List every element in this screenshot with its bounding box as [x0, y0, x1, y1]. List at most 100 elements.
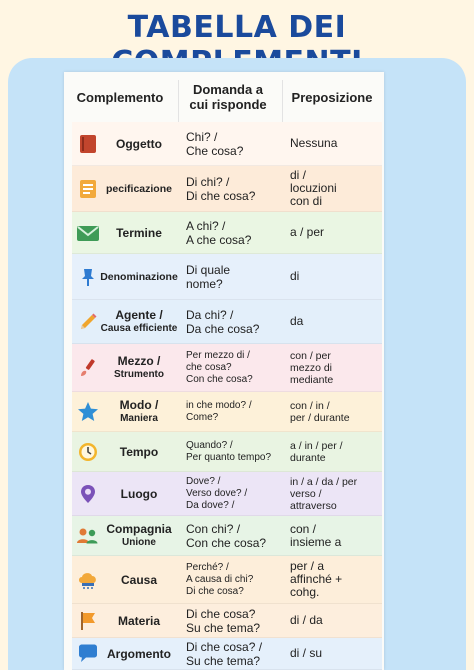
domanda-line: Con che cosa?: [186, 373, 253, 385]
table-row: Argomento Di che cosa? / Su che tema? di / …: [72, 638, 382, 670]
complemento-name: Mezzo / Strumento: [100, 354, 178, 382]
preposizione-cell: con / per mezzo di mediante: [282, 350, 382, 386]
table-row: Luogo Dove? / Verso dove? / Da dove? / in / …: [72, 472, 382, 516]
domanda-cell: Da chi? / Da che cosa?: [178, 308, 282, 336]
preposizione-line: a / per: [290, 225, 325, 239]
complemento-cell: Argomento: [72, 642, 178, 666]
complemento-cell: pecificazione: [72, 177, 178, 201]
table-row: Agente / Causa efficiente Da chi? / Da che …: [72, 300, 382, 344]
complemento-cell: Tempo: [72, 440, 178, 464]
complemento-cell: Luogo: [72, 482, 178, 506]
preposizione-line: per / durante: [290, 411, 350, 424]
paintbrush-icon: [76, 356, 100, 380]
domanda-line: A causa di chi?: [186, 573, 254, 585]
header-domanda: Domanda a cui risponde: [189, 82, 267, 112]
people-icon: [76, 524, 100, 548]
preposizione-line: verso /: [290, 487, 322, 500]
domanda-line: Di chi? /: [186, 174, 230, 189]
preposizione-line: mezzo di: [290, 361, 333, 374]
preposizione-line: affinché +: [290, 572, 343, 586]
preposizione-line: attraverso: [290, 499, 337, 512]
preposizione-line: a / in / per /: [290, 439, 343, 452]
domanda-cell: Di chi? / Di che cosa?: [178, 175, 282, 203]
preposizione-line: insieme a: [290, 534, 342, 549]
complemento-cell: Materia: [72, 609, 178, 633]
complemento-cell: Compagnia Unione: [72, 522, 178, 550]
domanda-line: Per quanto tempo?: [186, 451, 272, 463]
complemento-subname: Unione: [122, 536, 156, 548]
complemento-name: Argomento: [107, 646, 171, 661]
domanda-line: A che cosa?: [186, 232, 252, 247]
domanda-line: Dove? /: [186, 475, 221, 487]
complemento-name: Modo / Maniera: [100, 398, 178, 426]
domanda-line: Da chi? /: [186, 307, 234, 322]
domanda-line: Verso dove? /: [186, 487, 248, 499]
preposizione-line: con / in /: [290, 399, 330, 412]
preposizione-cell: da: [282, 315, 382, 328]
domanda-cell: Quando? / Per quanto tempo?: [178, 440, 282, 464]
preposizione-cell: di / da: [282, 614, 382, 627]
table-row: Termine A chi? / A che cosa? a / per: [72, 212, 382, 254]
table-body: Oggetto Chi? / Che cosa? Nessuna pecificazio…: [72, 122, 382, 670]
preposizione-cell: a / per: [282, 226, 382, 239]
domanda-line: Da dove? /: [186, 499, 235, 511]
preposizione-line: mediante: [290, 373, 334, 386]
domanda-line: Che cosa?: [186, 143, 244, 158]
preposizione-line: da: [290, 314, 304, 328]
domanda-cell: Di che cosa? Su che tema?: [178, 607, 282, 635]
domanda-line: Di che cosa?: [186, 606, 256, 621]
domanda-cell: Chi? / Che cosa?: [178, 130, 282, 158]
preposizione-cell: di: [282, 270, 382, 283]
domanda-line: Di che cosa?: [186, 188, 256, 203]
domanda-line: Su che tema?: [186, 653, 261, 668]
location-icon: [76, 482, 100, 506]
domanda-line: Come?: [186, 411, 219, 423]
complemento-name: Denominazione: [100, 270, 178, 283]
preposizione-line: Nessuna: [290, 136, 338, 150]
complemento-name: Materia: [117, 613, 161, 628]
complemento-name: Termine: [116, 225, 162, 240]
preposizione-line: di: [290, 269, 300, 283]
table-row: Mezzo / Strumento Per mezzo di / che cosa? C…: [72, 344, 382, 392]
domanda-line: Da che cosa?: [186, 321, 260, 336]
domanda-line: Con chi? /: [186, 521, 241, 536]
domanda-line: Con che cosa?: [186, 535, 267, 550]
table-row: Denominazione Di quale nome? di: [72, 254, 382, 300]
domanda-line: Su che tema?: [186, 620, 261, 635]
table-row: Modo / Maniera in che modo? / Come? con / in…: [72, 392, 382, 432]
table-row: Compagnia Unione Con chi? / Con che cosa? co…: [72, 516, 382, 556]
preposizione-line: per / a: [290, 559, 325, 573]
domanda-line: Per mezzo di /: [186, 349, 250, 361]
table-row: pecificazione Di chi? / Di che cosa? di / lo…: [72, 166, 382, 212]
complementi-table: Complemento Domanda a cui risponde Prepo…: [64, 72, 384, 670]
preposizione-cell: per / a affinché + cohg.: [282, 560, 382, 599]
preposizione-cell: a / in / per / durante: [282, 440, 382, 464]
preposizione-line: in / a / da / per: [290, 475, 358, 488]
preposizione-cell: di / locuzioni con di: [282, 169, 382, 208]
domanda-cell: Dove? / Verso dove? / Da dove? /: [178, 476, 282, 512]
complemento-cell: Modo / Maniera: [72, 398, 178, 426]
header-preposizione: Preposizione: [291, 89, 373, 105]
complemento-cell: Denominazione: [72, 265, 178, 289]
domanda-line: Di che cosa?: [186, 585, 244, 597]
domanda-cell: Per mezzo di / che cosa? Con che cosa?: [178, 350, 282, 386]
speech-bubble-icon: [76, 642, 100, 666]
header-complemento: Complemento: [76, 89, 164, 105]
preposizione-line: con di: [290, 194, 323, 208]
domanda-cell: Di che cosa? / Su che tema?: [178, 640, 282, 668]
star-icon: [76, 400, 100, 424]
domanda-line: che cosa?: [186, 361, 232, 373]
domanda-line: Chi? /: [186, 129, 218, 144]
domanda-cell: in che modo? / Come?: [178, 400, 282, 424]
preposizione-line: di / su: [290, 646, 323, 660]
preposizione-cell: in / a / da / per verso / attraverso: [282, 476, 382, 512]
complemento-cell: Termine: [72, 221, 178, 245]
table-row: Causa Perché? / A causa di chi? Di che cosa…: [72, 556, 382, 604]
domanda-line: nome?: [186, 276, 223, 291]
envelope-icon: [76, 221, 100, 245]
complemento-cell: Oggetto: [72, 132, 178, 156]
complemento-name: Compagnia Unione: [100, 522, 178, 550]
domanda-cell: A chi? / A che cosa?: [178, 219, 282, 247]
table-header: Complemento Domanda a cui risponde Prepo…: [64, 72, 384, 122]
preposizione-line: locuzioni: [290, 181, 337, 195]
